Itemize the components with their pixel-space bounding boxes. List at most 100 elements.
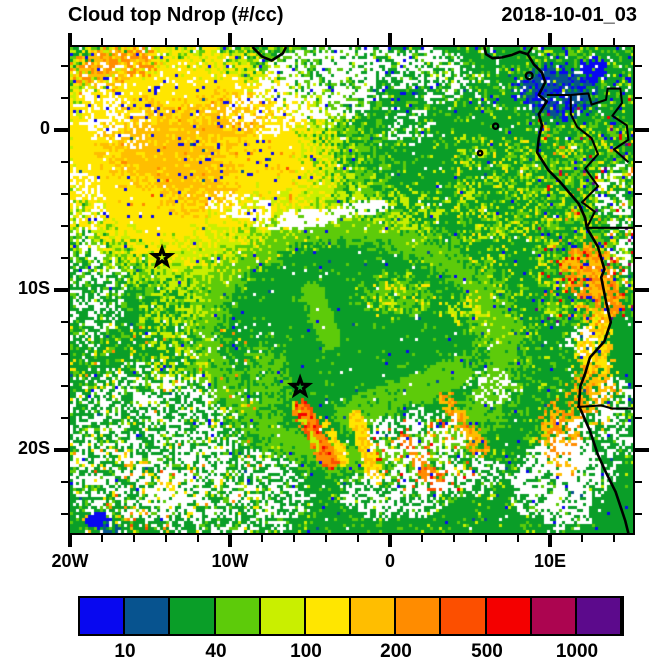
x-minor-tick-top (165, 38, 167, 45)
x-minor-tick-bottom (421, 535, 423, 542)
x-minor-tick-top (453, 38, 455, 45)
x-minor-tick-bottom (133, 535, 135, 542)
x-minor-tick-top (421, 38, 423, 45)
x-major-tick-bottom (68, 535, 72, 547)
colorbar (78, 596, 624, 636)
y-minor-tick-left (61, 513, 68, 516)
x-minor-tick-bottom (581, 535, 583, 542)
x-major-tick-bottom (548, 535, 552, 547)
x-major-tick-bottom (228, 535, 232, 547)
x-tick-label-10E: 10E (533, 551, 567, 571)
country-border (577, 404, 633, 410)
x-minor-tick-bottom (165, 535, 167, 542)
y-minor-tick-right (635, 417, 642, 420)
colorbar-label-1000: 1000 (555, 641, 599, 662)
colorbar-label-200: 200 (380, 641, 412, 662)
y-minor-tick-right (635, 257, 642, 260)
y-major-tick-left (54, 448, 68, 453)
plot-title: Cloud top Ndrop (#/cc) (68, 4, 284, 26)
x-minor-tick-bottom (197, 535, 199, 542)
x-minor-tick-bottom (485, 535, 487, 542)
x-minor-tick-top (293, 38, 295, 45)
colorbar-cell-9 (487, 598, 530, 634)
colorbar-cell-10 (532, 598, 575, 634)
x-minor-tick-top (325, 38, 327, 45)
plot-datestamp: 2018-10-01_03 (501, 4, 637, 26)
x-minor-tick-top (613, 38, 615, 45)
ascension-island-star (148, 243, 176, 269)
y-minor-tick-left (61, 97, 68, 100)
x-minor-tick-top (197, 38, 199, 45)
colorbar-cell-0 (80, 598, 123, 634)
ndrop-field-canvas (70, 47, 633, 533)
island-sao-tome (491, 122, 500, 130)
x-tick-label-10W: 10W (211, 551, 249, 571)
x-tick-label-0: 0 (384, 551, 395, 571)
x-minor-tick-top (581, 38, 583, 45)
colorbar-cell-8 (441, 598, 485, 634)
st-helena-star (286, 373, 314, 399)
y-minor-tick-left (61, 353, 68, 356)
y-minor-tick-right (635, 225, 642, 228)
x-minor-tick-bottom (357, 535, 359, 542)
y-minor-tick-right (635, 353, 642, 356)
y-major-tick-right (635, 288, 649, 293)
country-border (569, 95, 600, 229)
x-minor-tick-bottom (453, 535, 455, 542)
x-tick-label-20W: 20W (51, 551, 89, 571)
x-major-tick-top (548, 33, 552, 45)
y-minor-tick-right (635, 513, 642, 516)
y-minor-tick-right (635, 97, 642, 100)
colorbar-cell-5 (306, 598, 349, 634)
x-minor-tick-bottom (613, 535, 615, 542)
x-minor-tick-top (133, 38, 135, 45)
y-minor-tick-right (635, 385, 642, 388)
colorbar-cell-11 (577, 598, 620, 634)
y-major-tick-left (54, 128, 68, 133)
colorbar-cell-4 (261, 598, 304, 634)
colorbar-cell-6 (351, 598, 394, 634)
coastline-overlay (148, 47, 633, 533)
colorbar-label-500: 500 (471, 641, 503, 662)
country-border (526, 47, 534, 55)
x-major-tick-top (68, 33, 72, 45)
coastline (251, 47, 288, 62)
coastline (483, 47, 630, 533)
x-major-tick-top (228, 33, 232, 45)
x-minor-tick-bottom (101, 535, 103, 542)
colorbar-cell-7 (396, 598, 439, 634)
y-minor-tick-left (61, 161, 68, 164)
y-minor-tick-left (61, 481, 68, 484)
x-minor-tick-top (101, 38, 103, 45)
y-major-tick-right (635, 128, 649, 133)
y-minor-tick-right (635, 481, 642, 484)
y-minor-tick-left (61, 193, 68, 196)
x-minor-tick-bottom (325, 535, 327, 542)
x-minor-tick-bottom (517, 535, 519, 542)
colorbar-cell-2 (170, 598, 214, 634)
map-frame (68, 45, 635, 535)
y-minor-tick-left (61, 65, 68, 68)
y-tick-label-20S: 20S (17, 438, 50, 459)
country-border (570, 87, 630, 163)
island-annobon (476, 149, 484, 157)
y-minor-tick-left (61, 225, 68, 228)
colorbar-label-100: 100 (290, 641, 322, 662)
x-minor-tick-top (261, 38, 263, 45)
y-minor-tick-right (635, 321, 642, 324)
colorbar-cell-1 (125, 598, 168, 634)
y-tick-label-10S: 10S (17, 278, 50, 299)
x-minor-tick-bottom (293, 535, 295, 542)
colorbar-label-10: 10 (114, 641, 136, 662)
island-bioko (524, 71, 534, 81)
y-minor-tick-left (61, 257, 68, 260)
y-minor-tick-left (61, 321, 68, 324)
x-major-tick-top (388, 33, 392, 45)
x-minor-tick-top (357, 38, 359, 45)
y-major-tick-left (54, 288, 68, 293)
x-minor-tick-top (517, 38, 519, 45)
y-tick-label-0: 0 (39, 118, 50, 139)
colorbar-label-40: 40 (205, 641, 227, 662)
